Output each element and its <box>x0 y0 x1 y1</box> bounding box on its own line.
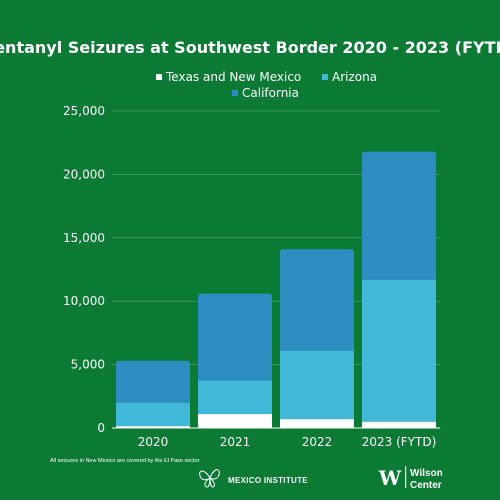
legend-label-arizona: Arizona <box>332 70 377 84</box>
y-axis-ticks: 0 5,000 10,000 15,000 20,000 25,000 <box>63 104 105 435</box>
y-tick-label: 25,000 <box>63 104 105 118</box>
bar-segment-california-2021 <box>198 293 272 381</box>
legend-swatch-arizona <box>322 74 328 80</box>
bar-segment-texas-and-new-mexico-2022 <box>280 419 354 428</box>
wilson-divider <box>405 466 407 488</box>
bar-segment-arizona-2022 <box>280 350 354 420</box>
butterfly-icon <box>199 469 220 488</box>
wilson-label-line1: Wilson <box>410 468 443 479</box>
bar-segment-arizona-2020 <box>116 402 190 427</box>
bar-segment-california-2020 <box>116 360 190 403</box>
mexico-institute-logo: MEXICO INSTITUTE <box>199 469 308 488</box>
bar-segment-texas-and-new-mexico-2023-fytd <box>362 421 436 428</box>
bars <box>116 151 436 428</box>
x-category-label: 2022 <box>302 435 333 449</box>
bar-segment-california-2022 <box>280 249 354 351</box>
y-tick-label: 0 <box>97 421 105 435</box>
wilson-center-logo: W Wilson Center <box>378 466 443 491</box>
chart-legend: Texas and New Mexico Arizona California <box>156 70 377 100</box>
y-tick-label: 10,000 <box>63 294 105 308</box>
x-category-label: 2020 <box>138 435 169 449</box>
x-category-label: 2021 <box>220 435 251 449</box>
bar-segment-arizona-2023-fytd <box>362 279 436 422</box>
x-axis-categories: 2020 2021 2022 2023 (FYTD) <box>138 435 437 449</box>
footnote: All seizures in New Mexico are covered b… <box>50 458 200 464</box>
legend-swatch-california <box>232 90 238 96</box>
chart-title: Fentanyl Seizures at Southwest Border 20… <box>0 38 500 57</box>
y-tick-label: 15,000 <box>63 231 105 245</box>
legend-label-texas: Texas and New Mexico <box>165 70 301 84</box>
bar-segment-california-2023-fytd <box>362 151 436 280</box>
bar-segment-texas-and-new-mexico-2020 <box>116 426 190 428</box>
legend-label-california: California <box>242 86 299 100</box>
mexico-institute-label: MEXICO INSTITUTE <box>228 476 308 485</box>
bar-segment-texas-and-new-mexico-2021 <box>198 414 272 428</box>
wilson-w-mark: W <box>378 466 402 490</box>
y-tick-label: 5,000 <box>71 358 105 372</box>
wilson-label-line2: Center <box>410 480 442 491</box>
x-category-label: 2023 (FYTD) <box>362 435 437 449</box>
y-tick-label: 20,000 <box>63 167 105 181</box>
legend-swatch-texas <box>156 74 162 80</box>
bar-segment-arizona-2021 <box>198 380 272 415</box>
